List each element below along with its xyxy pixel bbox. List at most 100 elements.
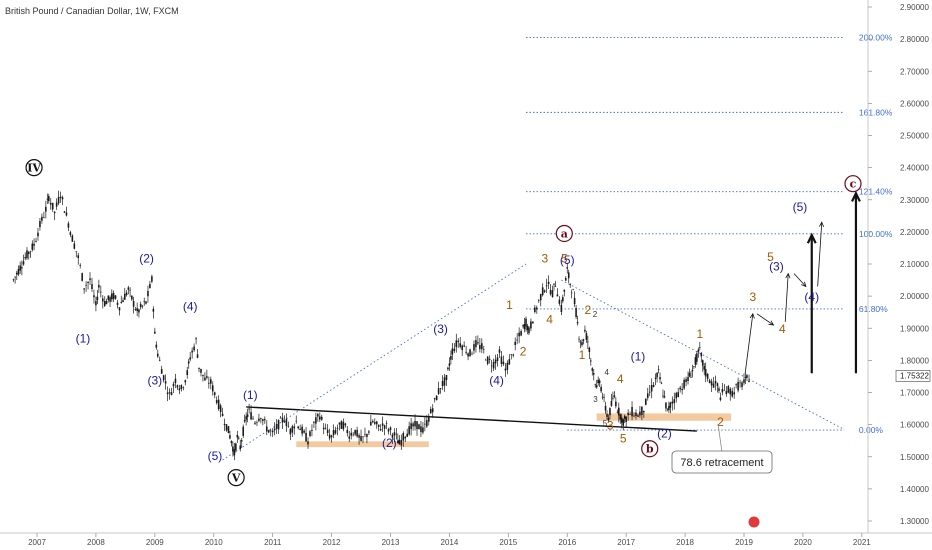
candle-body: [158, 359, 161, 361]
candle-body: [646, 393, 649, 399]
candle-body: [19, 265, 21, 271]
candle-body: [408, 426, 410, 435]
wave-label: 4: [546, 312, 553, 326]
candle-body: [510, 354, 513, 355]
candle-body: [654, 377, 657, 379]
wave-label: 4: [604, 368, 609, 377]
support-zone-2011: [296, 441, 429, 448]
candle-body: [223, 423, 226, 426]
logo-circle: [748, 516, 760, 528]
candle-body: [447, 367, 449, 370]
candle-body: [418, 424, 420, 430]
candle-body: [180, 385, 183, 390]
candle-body: [33, 243, 35, 246]
y-tick-label: 2.10000: [900, 260, 929, 269]
candle-body: [746, 375, 748, 378]
candle-body: [508, 359, 511, 365]
candle-body: [111, 293, 113, 300]
y-tick-label: 2.50000: [900, 132, 929, 141]
candle-body: [656, 372, 658, 378]
candle-body: [471, 353, 473, 355]
candle-body: [206, 376, 208, 378]
x-tick-label: 2015: [499, 538, 517, 547]
path-arrow-a-head: [749, 312, 755, 319]
candle-body: [588, 347, 591, 353]
candle-body: [83, 288, 85, 290]
wave-label: 5: [561, 251, 568, 265]
x-tick-label: 2014: [441, 538, 459, 547]
candle-body: [176, 385, 179, 388]
candle-body: [459, 343, 462, 347]
y-tick-label: 2.40000: [900, 164, 929, 173]
candle-body: [733, 392, 735, 395]
candle-body: [619, 414, 622, 420]
candle-body: [467, 353, 469, 357]
candle-body: [283, 420, 286, 423]
candle-body: [143, 301, 146, 303]
candle-body: [391, 434, 394, 438]
candle-body: [573, 297, 576, 305]
candle-body: [663, 396, 666, 398]
candle-body: [463, 345, 465, 347]
candle-body: [16, 272, 18, 275]
wave-label: (5): [560, 253, 575, 267]
candle-body: [643, 410, 645, 413]
candle-body: [170, 392, 173, 395]
candle-body: [410, 423, 412, 430]
wave-label: 2: [520, 345, 527, 359]
candle-body: [616, 411, 619, 413]
candle-body: [120, 302, 123, 303]
candle-body: [547, 281, 550, 285]
candle-body: [603, 397, 605, 398]
candle-body: [595, 385, 598, 388]
candle-body: [451, 348, 454, 355]
wave-label: 2: [585, 303, 592, 317]
candle-body: [311, 429, 313, 431]
candle-body: [543, 290, 546, 292]
price-candles: [12, 190, 750, 461]
circle-wave-marker: [844, 175, 862, 193]
candle-body: [267, 430, 270, 433]
candle-body: [149, 284, 151, 289]
candle-body: [739, 382, 741, 384]
candle-body: [141, 305, 144, 307]
candle-body: [704, 369, 707, 377]
candle-body: [601, 396, 604, 398]
candle-body: [679, 387, 681, 390]
candle-body: [681, 388, 683, 391]
candle-body: [198, 367, 200, 369]
path-arrow-e: [817, 222, 823, 287]
candle-body: [631, 407, 633, 417]
candle-body: [155, 344, 158, 348]
callout-text: 78.6 retracement: [680, 457, 763, 469]
candle-body: [652, 384, 655, 387]
candle-body: [625, 416, 627, 422]
candle-body: [426, 420, 428, 427]
candle-body: [627, 412, 629, 416]
candle-body: [336, 427, 339, 429]
wave-label: (5): [793, 200, 808, 214]
candle-body: [35, 240, 37, 242]
candle-body: [291, 426, 294, 433]
wave-label: 4: [779, 322, 786, 336]
candle-body: [315, 417, 317, 424]
circle-wave-label: IV: [27, 162, 41, 175]
candle-body: [534, 307, 536, 313]
candle-body: [461, 345, 463, 351]
candle-body: [273, 428, 276, 431]
candle-body: [269, 430, 272, 432]
candle-body: [660, 383, 663, 385]
wave-label: (3): [433, 322, 448, 336]
candle-body: [85, 284, 87, 286]
candle-body: [494, 359, 497, 364]
candle-body: [125, 292, 128, 296]
candle-body: [412, 423, 414, 427]
y-tick-label: 1.60000: [900, 421, 929, 430]
candle-body: [623, 415, 626, 419]
candle-body: [184, 380, 187, 383]
candle-body: [650, 385, 653, 392]
candle-body: [633, 415, 635, 417]
wave-label: 2: [593, 310, 598, 319]
candle-body: [208, 382, 210, 384]
candle-body: [373, 422, 376, 424]
